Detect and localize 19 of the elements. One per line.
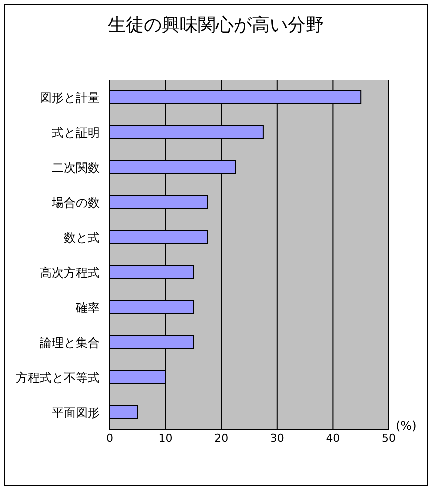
x-tick-label: 0 <box>106 432 114 445</box>
x-tick-label: 20 <box>214 432 229 445</box>
y-tick-label: 二次関数 <box>52 160 100 175</box>
y-tick-label: 数と式 <box>64 230 100 245</box>
x-tick-label: 50 <box>382 432 396 445</box>
y-tick-label: 図形と計量 <box>40 90 100 105</box>
x-tick-label: 10 <box>158 432 173 445</box>
y-tick-label: 式と証明 <box>52 126 100 140</box>
bar <box>110 405 138 420</box>
chart-title: 生徒の興味関心が高い分野 <box>107 15 325 37</box>
x-tick-label: 30 <box>270 432 284 445</box>
y-tick-label: 論理と集合 <box>40 336 100 350</box>
y-tick-label: 方程式と不等式 <box>16 370 100 385</box>
y-tick-label: 高次方程式 <box>40 266 100 280</box>
y-tick-label: 平面図形 <box>52 406 100 420</box>
x-tick-label: 40 <box>326 432 340 445</box>
y-tick-label: 場合の数 <box>51 196 100 210</box>
y-tick-label: 確率 <box>75 300 100 315</box>
x-axis-title: (%) <box>396 419 417 433</box>
